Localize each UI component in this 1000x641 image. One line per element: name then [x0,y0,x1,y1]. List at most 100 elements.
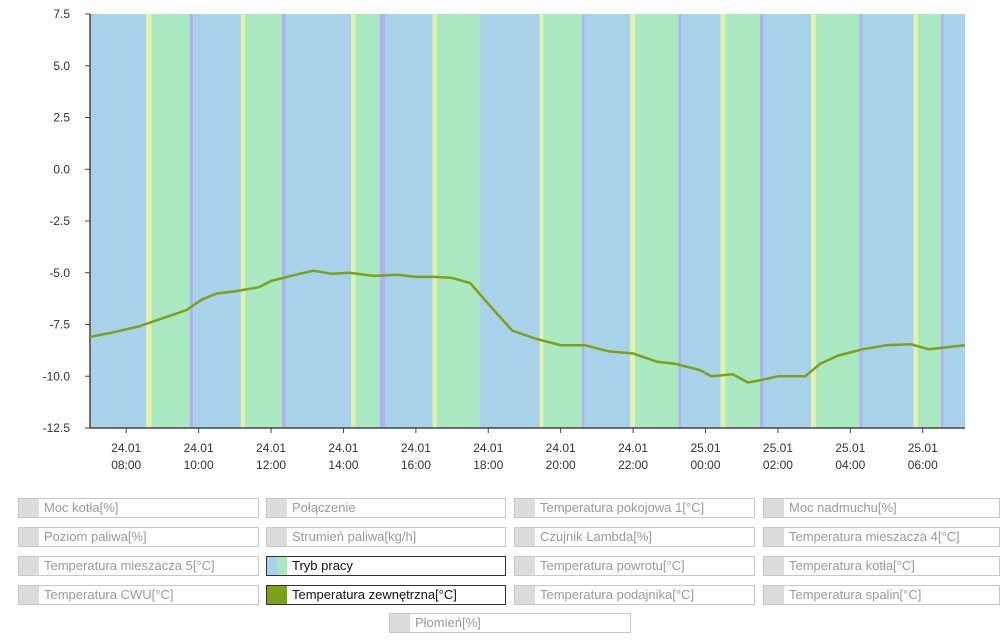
legend-swatch [764,528,784,546]
mode-band-yellow [351,14,356,428]
legend-label: Moc kotła[%] [44,500,119,515]
mode-band-green [543,14,582,428]
x-tick-date: 25.01 [691,441,721,455]
legend-swatch [515,499,535,517]
legend-item-polaczenie[interactable]: Połączenie [266,498,506,518]
legend-item-temperatura-cwu[interactable]: Temperatura CWU[°C] [18,585,259,605]
y-tick-label: -2.5 [49,214,70,228]
legend-swatch [267,528,287,546]
x-tick-hour: 04:00 [835,458,865,472]
legend-label: Poziom paliwa[%] [44,529,147,544]
legend-label: Tryb pracy [292,558,353,573]
x-tick-hour: 10:00 [184,458,214,472]
mode-band-blue [681,14,721,428]
y-tick-label: -10.0 [43,369,71,383]
legend-item-temperatura-pokojowa-1[interactable]: Temperatura pokojowa 1[°C] [514,498,755,518]
mode-band-blue [479,14,540,428]
y-tick-label: 7.5 [53,7,70,21]
mode-band-purple [859,14,863,428]
mode-band-yellow [539,14,544,428]
y-tick-label: 5.0 [53,59,70,73]
legend-item-temperatura-mieszacza-4[interactable]: Temperatura mieszacza 4[°C] [763,527,1000,547]
legend-swatch [19,557,39,575]
legend-swatch [764,586,784,604]
mode-band-green [634,14,679,428]
mode-band-purple [189,14,194,428]
y-tick-label: -7.5 [49,318,70,332]
y-tick-label: 2.5 [53,111,70,125]
legend-item-moc-nadmuchu[interactable]: Moc nadmuchu[%] [763,498,1000,518]
mode-band-blue [90,14,147,428]
series-layer [89,269,966,384]
x-tick-hour: 06:00 [908,458,938,472]
x-tick-hour: 02:00 [763,458,793,472]
legend-label: Moc nadmuchu[%] [789,500,897,515]
legend-label: Połączenie [292,500,356,515]
legend-swatch [515,586,535,604]
legend-item-temperatura-mieszacza-5[interactable]: Temperatura mieszacza 5[°C] [18,556,259,576]
mode-band-green [436,14,480,428]
legend-item-tryb-pracy[interactable]: Tryb pracy [266,556,506,576]
legend-item-czujnik-lambda[interactable]: Czujnik Lambda[%] [514,527,755,547]
mode-band-yellow [240,14,246,428]
x-axis: 24.01 08:00 24.01 10:00 24.01 12:00 24.01 14:00… [111,428,938,472]
x-tick-date: 24.01 [328,441,358,455]
mode-band-green [917,14,941,428]
legend-item-poziom-paliwa[interactable]: Poziom paliwa[%] [18,527,259,547]
x-tick-hour: 12:00 [256,458,286,472]
x-tick-hour: 16:00 [401,458,431,472]
legend-item-plomien[interactable]: Płomień[%] [389,613,631,633]
x-tick-date: 24.01 [618,441,648,455]
legend-label: Czujnik Lambda[%] [540,529,652,544]
mode-band-green [815,14,860,428]
mode-band-blue [285,14,352,428]
mode-band-blue [193,14,241,428]
mode-band-yellow [146,14,152,428]
mode-band-purple [281,14,286,428]
legend-swatch-tryb-pracy [267,557,287,575]
legend: Moc kotła[%] Połączenie Temperatura poko… [0,496,1000,641]
mode-band-yellow [720,14,726,428]
legend-item-temperatura-podajnika[interactable]: Temperatura podajnika[°C] [514,585,755,605]
x-tick-hour: 20:00 [546,458,576,472]
mode-band-yellow [811,14,816,428]
y-tick-label: 0.0 [53,162,70,176]
x-tick-date: 25.01 [763,441,793,455]
x-tick-date: 24.01 [184,441,214,455]
legend-swatch [19,586,39,604]
mode-band-blue [943,14,965,428]
legend-item-strumien-paliwa[interactable]: Strumień paliwa[kg/h] [266,527,506,547]
legend-swatch [19,499,39,517]
x-tick-hour: 14:00 [328,458,358,472]
mode-band-purple [379,14,386,428]
series-line-temperatura-zewnetrzna [89,269,966,384]
legend-label: Temperatura kotła[°C] [789,558,915,573]
legend-item-temperatura-spalin[interactable]: Temperatura spalin[°C] [763,585,1000,605]
legend-label: Temperatura mieszacza 5[°C] [44,558,215,573]
legend-swatch [515,528,535,546]
legend-item-temperatura-powrotu[interactable]: Temperatura powrotu[°C] [514,556,755,576]
legend-label: Temperatura CWU[°C] [44,587,174,602]
mode-band-green [151,14,190,428]
x-tick-date: 24.01 [546,441,576,455]
legend-item-moc-kotla[interactable]: Moc kotła[%] [18,498,259,518]
legend-label: Temperatura spalin[°C] [789,587,922,602]
legend-label: Temperatura pokojowa 1[°C] [540,500,705,515]
legend-label: Temperatura podajnika[°C] [540,587,695,602]
x-tick-date: 24.01 [401,441,431,455]
mode-band-blue [862,14,914,428]
mode-band-green [355,14,380,428]
legend-item-temperatura-zewnetrzna[interactable]: Temperatura zewnętrzna[°C] [266,585,506,605]
mode-band-yellow [630,14,635,428]
legend-item-temperatura-kotla[interactable]: Temperatura kotła[°C] [763,556,1000,576]
mode-band-yellow [432,14,437,428]
legend-swatch [267,499,287,517]
mode-band-purple [581,14,585,428]
legend-swatch [764,557,784,575]
x-tick-date: 24.01 [473,441,503,455]
x-tick-hour: 22:00 [618,458,648,472]
legend-label: Temperatura powrotu[°C] [540,558,685,573]
mode-band-blue [584,14,631,428]
legend-swatch [764,499,784,517]
mode-band-green [725,14,760,428]
